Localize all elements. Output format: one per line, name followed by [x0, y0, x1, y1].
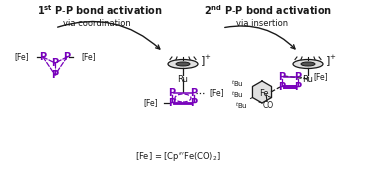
Text: [Fe]: [Fe] [81, 53, 96, 62]
Text: $^t$Bu: $^t$Bu [235, 100, 248, 111]
Text: P: P [279, 72, 285, 82]
Ellipse shape [301, 62, 315, 66]
Text: $^t$Bu: $^t$Bu [231, 78, 244, 89]
Text: $\mathbf{1^{st}\ P\text{-}P\ bond\ activation}$: $\mathbf{1^{st}\ P\text{-}P\ bond\ activ… [37, 3, 163, 17]
Text: CO: CO [262, 100, 274, 109]
Text: P: P [51, 70, 59, 80]
Text: [Fe]: [Fe] [14, 53, 29, 62]
Ellipse shape [176, 62, 190, 66]
Text: P: P [51, 58, 59, 68]
Text: [Fe]: [Fe] [209, 89, 224, 98]
Text: P: P [279, 82, 285, 92]
Text: ]: ] [326, 55, 330, 65]
Text: P: P [169, 88, 175, 98]
Text: Ru: Ru [178, 75, 189, 84]
Text: [Fe]: [Fe] [143, 98, 158, 107]
FancyArrowPatch shape [225, 26, 295, 49]
Text: P: P [294, 72, 302, 82]
Text: +: + [329, 54, 335, 60]
Text: P: P [294, 82, 302, 92]
Text: P: P [191, 98, 198, 108]
Text: Fe: Fe [259, 89, 269, 98]
Polygon shape [253, 81, 271, 103]
Text: P: P [39, 52, 46, 62]
Text: Ru: Ru [302, 75, 313, 84]
Text: ]: ] [201, 55, 205, 65]
Text: P: P [169, 98, 175, 108]
Text: +: + [204, 54, 210, 60]
Ellipse shape [293, 60, 323, 69]
FancyArrowPatch shape [57, 21, 160, 49]
Text: P: P [64, 52, 71, 62]
Text: $\mathbf{2^{nd}\ P\text{-}P\ bond\ activation}$: $\mathbf{2^{nd}\ P\text{-}P\ bond\ activ… [204, 3, 332, 17]
Text: $^t$Bu: $^t$Bu [231, 89, 244, 100]
Ellipse shape [168, 60, 198, 69]
Text: [Fe]: [Fe] [313, 73, 328, 82]
Text: P: P [191, 88, 198, 98]
Text: via insertion: via insertion [236, 19, 288, 28]
Text: [Fe] = [Cp$'''$Fe(CO)$_2$]: [Fe] = [Cp$'''$Fe(CO)$_2$] [135, 150, 221, 163]
Text: via coordination: via coordination [63, 19, 131, 28]
